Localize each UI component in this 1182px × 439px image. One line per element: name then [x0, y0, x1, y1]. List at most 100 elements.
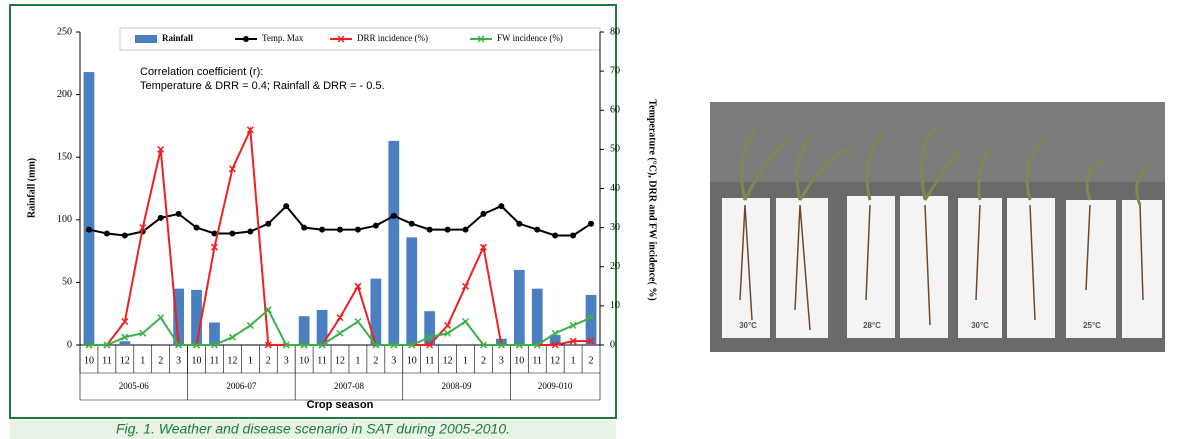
group-label: 2009-010	[538, 381, 573, 391]
legend-label: Rainfall	[162, 33, 194, 43]
point	[354, 317, 362, 326]
point	[229, 230, 236, 237]
photo-label: 30°C	[739, 321, 757, 330]
bar	[406, 237, 418, 345]
x-tick-label: 12	[120, 355, 130, 366]
caption: Fig. 1. Weather and disease scenario in …	[116, 421, 510, 437]
point	[570, 232, 577, 239]
point	[354, 226, 361, 233]
point	[462, 226, 469, 233]
y2-axis-title: Temperature (°C), DRR and FW incidence( …	[647, 99, 658, 300]
x-tick-label: 11	[102, 355, 112, 366]
point	[498, 203, 505, 210]
point	[318, 341, 326, 349]
point	[408, 341, 416, 349]
x-tick-label: 3	[176, 355, 181, 366]
x-tick-label: 11	[317, 355, 327, 366]
bar	[424, 311, 436, 345]
point	[243, 36, 249, 42]
point	[139, 224, 147, 232]
x-tick-label: 12	[443, 355, 453, 366]
point	[569, 337, 577, 345]
bar	[83, 72, 95, 346]
point	[264, 306, 272, 314]
point	[515, 341, 523, 349]
point	[477, 35, 485, 43]
photo-bg-top	[710, 102, 1165, 182]
point	[426, 333, 434, 341]
group-label: 2006-07	[226, 381, 256, 391]
point	[121, 232, 128, 239]
x-tick-label: 10	[84, 355, 94, 366]
bar	[513, 269, 525, 345]
point	[228, 333, 236, 341]
point	[175, 341, 183, 349]
point	[426, 226, 433, 233]
point	[121, 317, 129, 326]
bar	[531, 288, 543, 345]
point	[354, 282, 362, 290]
point	[283, 203, 290, 210]
group-label: 2008-09	[442, 381, 472, 391]
x-tick-label: 12	[335, 355, 345, 366]
bar	[298, 316, 310, 345]
y2-tick-label: 60	[610, 105, 620, 116]
point	[372, 222, 379, 229]
point	[444, 226, 451, 233]
point	[408, 220, 415, 227]
point	[390, 212, 397, 219]
x-tick-label: 1	[248, 355, 253, 366]
point	[337, 35, 345, 43]
point	[211, 230, 218, 237]
x-tick-label: 1	[463, 355, 468, 366]
x-tick-label: 11	[425, 355, 435, 366]
point	[497, 341, 505, 349]
point	[588, 220, 595, 227]
x-tick-label: 10	[299, 355, 309, 366]
bar	[209, 322, 220, 345]
bar	[388, 140, 400, 345]
bar	[316, 309, 328, 345]
point	[551, 341, 559, 349]
bar	[585, 294, 597, 345]
legend-swatch	[135, 35, 157, 43]
x-tick-label: 12	[227, 355, 237, 366]
x-tick-label: 2	[266, 355, 271, 366]
point	[157, 145, 165, 153]
x-tick-label: 3	[391, 355, 396, 366]
legend-label: DRR incidence (%)	[357, 33, 428, 43]
x-tick-label: 12	[550, 355, 560, 366]
point	[210, 243, 219, 251]
point	[157, 214, 164, 221]
group-label: 2007-08	[334, 381, 364, 391]
point	[103, 341, 111, 349]
point	[479, 243, 487, 251]
point	[247, 228, 254, 235]
x-tick-label: 10	[192, 355, 202, 366]
photo	[710, 102, 1165, 352]
x-tick-label: 1	[140, 355, 145, 366]
point	[193, 224, 200, 231]
x-tick-label: 11	[532, 355, 542, 366]
bar	[370, 278, 382, 345]
bar	[549, 334, 561, 345]
roots	[739, 204, 1144, 331]
y2-tick-label: 20	[610, 261, 620, 272]
photo-label: 28°C	[863, 321, 881, 330]
x-axis-title: Crop season	[307, 399, 374, 411]
point	[85, 341, 93, 349]
point	[157, 314, 165, 322]
point	[193, 341, 201, 349]
point	[246, 321, 254, 329]
photo-label: 30°C	[971, 321, 989, 330]
point	[246, 126, 254, 134]
group-label: 2005-06	[119, 381, 149, 391]
point	[121, 333, 129, 341]
point	[264, 341, 272, 349]
point	[301, 224, 308, 231]
legend-label: FW incidence (%)	[497, 33, 563, 43]
y-axis-title: Rainfall (mm)	[26, 158, 37, 218]
point	[444, 329, 452, 337]
annotation: Correlation coefficient (r):	[140, 66, 263, 78]
point	[587, 337, 595, 345]
